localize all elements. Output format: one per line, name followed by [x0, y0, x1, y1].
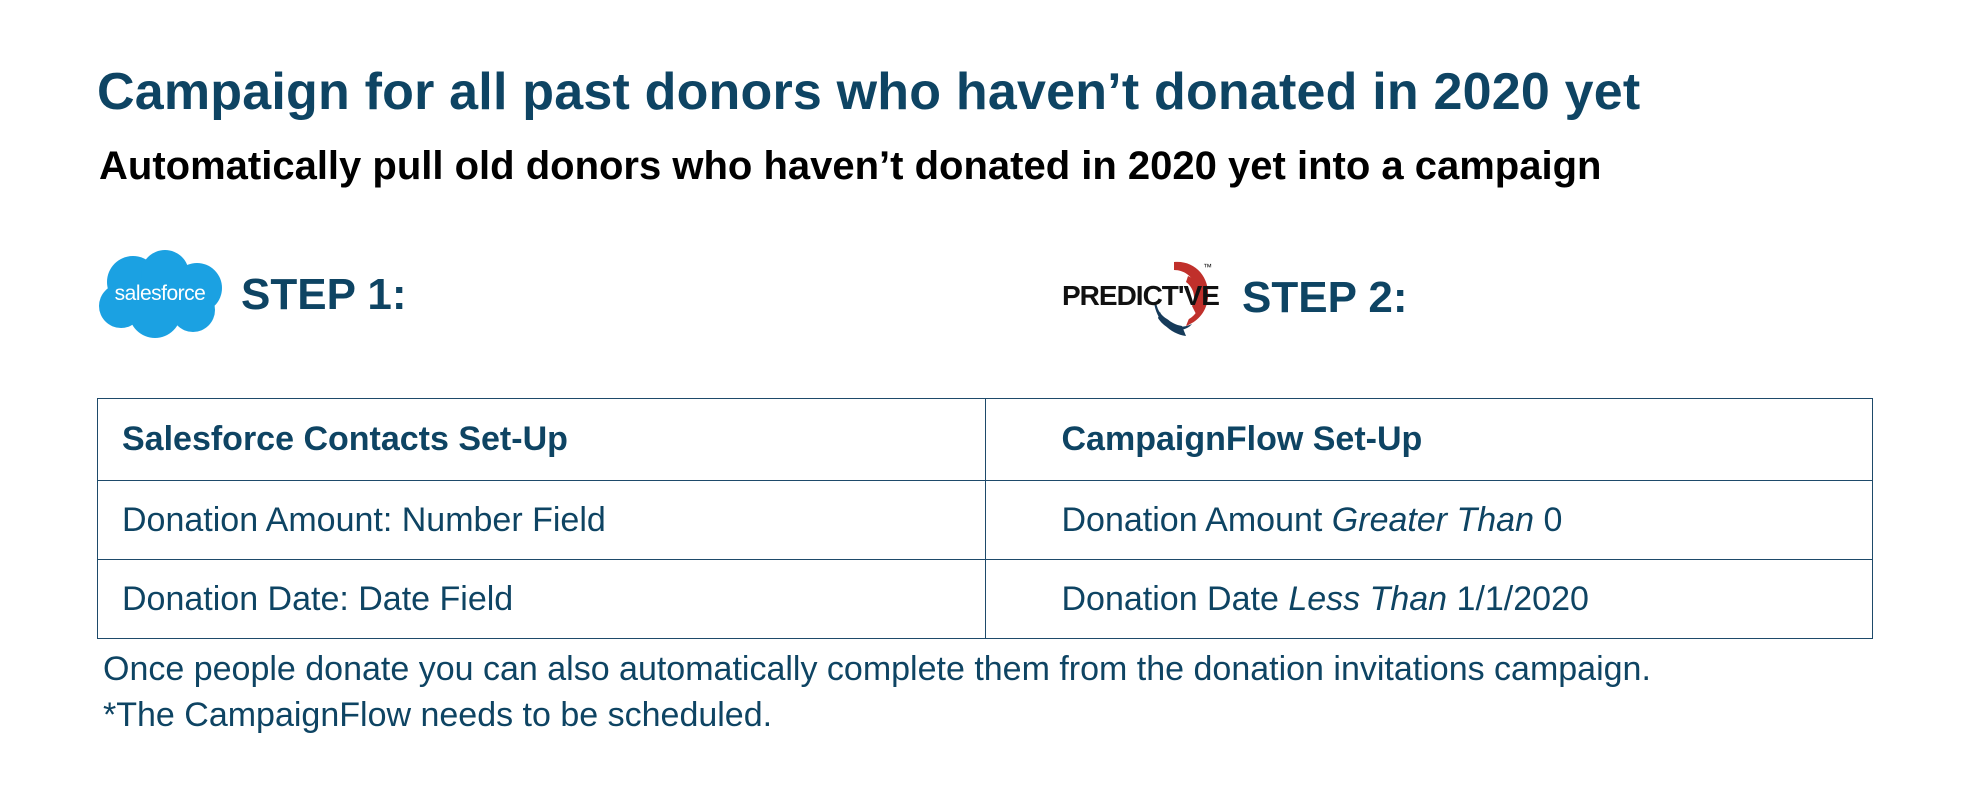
header-campaignflow-setup: CampaignFlow Set-Up — [984, 398, 1873, 481]
page-subtitle: Automatically pull old donors who haven’… — [99, 144, 1602, 188]
rule-field: Donation Amount — [1061, 500, 1323, 539]
rule-operator: Less Than — [1288, 579, 1448, 618]
header-salesforce-setup: Salesforce Contacts Set-Up — [97, 398, 986, 481]
rule-field: Donation Date — [1061, 579, 1279, 618]
rule-operator: Greater Than — [1331, 500, 1535, 539]
table-row: Donation Amount: Number Field Donation A… — [97, 480, 1873, 560]
page-title: Campaign for all past donors who haven’t… — [97, 63, 1641, 121]
table-cell-left: Donation Date: Date Field — [97, 559, 986, 639]
step-1-label: STEP 1: — [241, 270, 407, 319]
table-cell-right: Donation Date Less Than 1/1/2020 — [984, 559, 1873, 639]
table-cell-right: Donation Amount Greater Than 0 — [984, 480, 1873, 560]
setup-table: Salesforce Contacts Set-Up CampaignFlow … — [97, 398, 1873, 639]
step-2-header: PREDICT'VE ™ STEP 2: — [1062, 256, 1407, 340]
table-header-row: Salesforce Contacts Set-Up CampaignFlow … — [97, 398, 1873, 481]
predictive-logo-icon: PREDICT'VE ™ — [1062, 256, 1220, 340]
salesforce-logo-icon: salesforce — [97, 250, 223, 340]
footnote-auto-complete: Once people donate you can also automati… — [103, 650, 1651, 688]
step-2-label: STEP 2: — [1242, 273, 1408, 322]
footnote-schedule: *The CampaignFlow needs to be scheduled. — [103, 696, 773, 734]
trademark-mark: ™ — [1203, 262, 1212, 272]
salesforce-logo-text: salesforce — [114, 282, 206, 305]
predictive-logo-text: PREDICT'VE — [1062, 280, 1220, 311]
rule-value: 1/1/2020 — [1456, 579, 1589, 618]
table-row: Donation Date: Date Field Donation Date … — [97, 559, 1873, 639]
table-cell-left: Donation Amount: Number Field — [97, 480, 986, 560]
rule-value: 0 — [1543, 500, 1563, 539]
step-1-header: salesforce STEP 1: — [97, 250, 406, 340]
